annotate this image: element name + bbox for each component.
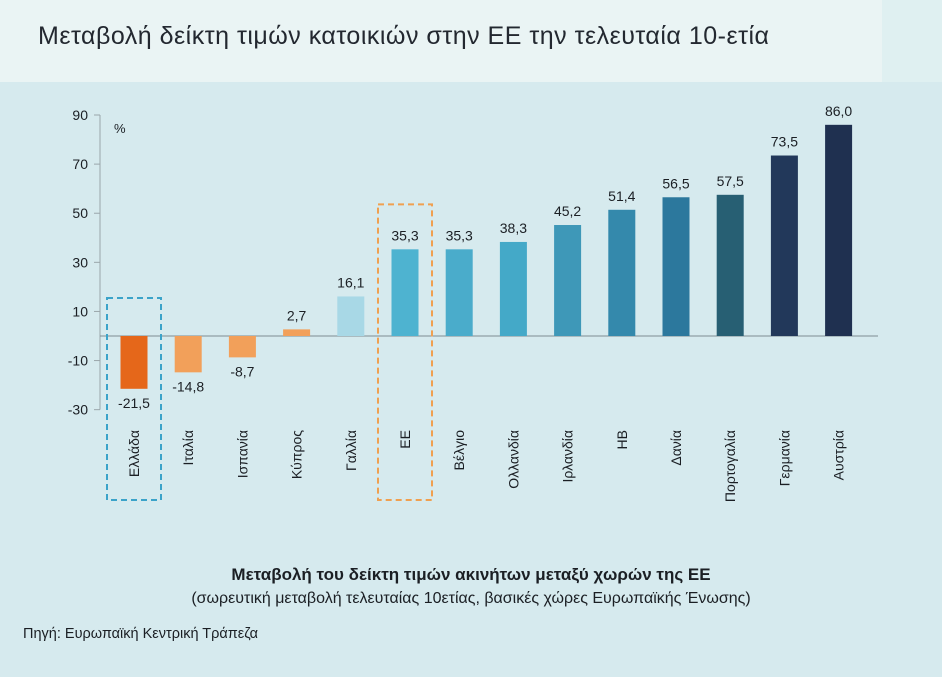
- category-label: Ισπανία: [234, 430, 250, 478]
- y-tick-label: -30: [68, 402, 88, 418]
- category-label: Ιρλανδία: [560, 430, 576, 482]
- source-note: Πηγή: Ευρωπαϊκή Κεντρική Τράπεζα: [23, 626, 259, 642]
- category-label: Δανία: [668, 430, 684, 466]
- bar-value-label: 57,5: [717, 173, 744, 189]
- bar-value-label: -14,8: [172, 378, 204, 394]
- highlight-box: [377, 203, 433, 502]
- header-decoration: [882, 0, 942, 82]
- category-label: Πορτογαλία: [722, 430, 738, 502]
- category-label: Γαλλία: [343, 430, 359, 471]
- bar-value-label: 51,4: [608, 188, 635, 204]
- bar: [391, 249, 419, 336]
- category-label: ΗΒ: [614, 430, 630, 449]
- bar-value-label: 56,5: [662, 175, 689, 191]
- bar: [120, 336, 148, 389]
- bar: [174, 336, 202, 373]
- category-label: Γερμανία: [776, 430, 792, 486]
- category-label: Ιταλία: [180, 430, 196, 466]
- bar-value-label: 16,1: [337, 274, 364, 290]
- bar: [337, 296, 365, 336]
- y-tick-label: 30: [72, 254, 88, 270]
- bar-chart: 90 70 50 30 10 -10 -30% -21,5 Ελλάδα -14,8 Ιταλία -…: [68, 103, 878, 502]
- bar-value-label: 35,3: [446, 227, 473, 243]
- chart-subtitle: (σωρευτική μεταβολή τελευταίας 10ετίας, …: [191, 590, 751, 607]
- y-tick-label: 70: [72, 156, 88, 172]
- category-label: Ελλάδα: [126, 430, 142, 477]
- chart-title: Μεταβολή του δείκτη τιμών ακινήτων μεταξ…: [231, 565, 711, 584]
- y-tick-label: 10: [72, 303, 88, 319]
- category-label: ΕΕ: [397, 430, 413, 449]
- bar-value-label: 2,7: [287, 307, 307, 323]
- bar-value-label: -21,5: [118, 395, 150, 411]
- bar: [608, 209, 636, 336]
- bar-value-label: 73,5: [771, 134, 798, 150]
- bar-value-label: 86,0: [825, 103, 852, 119]
- bar: [825, 124, 853, 336]
- bar: [662, 197, 690, 336]
- bar: [554, 225, 582, 336]
- bar: [283, 329, 311, 336]
- category-label: Ολλανδία: [505, 430, 521, 489]
- bar-value-label: 35,3: [391, 227, 418, 243]
- y-tick-label: 90: [72, 107, 88, 123]
- category-label: Αυστρία: [831, 430, 847, 480]
- header-banner: Μεταβολή δείκτη τιμών κατοικιών στην ΕΕ …: [0, 0, 942, 82]
- category-label: Βέλγιο: [451, 430, 467, 471]
- bar: [770, 155, 798, 336]
- bar: [716, 194, 744, 336]
- y-tick-label: -10: [68, 353, 88, 369]
- bar: [499, 241, 527, 336]
- highlight-box: [106, 297, 162, 501]
- bar-value-label: 45,2: [554, 203, 581, 219]
- bar: [445, 249, 473, 336]
- bar-value-label: -8,7: [230, 363, 254, 379]
- bar-value-label: 38,3: [500, 220, 527, 236]
- bar: [228, 336, 256, 358]
- y-tick-label: 50: [72, 205, 88, 221]
- page-title: Μεταβολή δείκτη τιμών κατοικιών στην ΕΕ …: [38, 22, 770, 50]
- category-label: Κύπρος: [289, 430, 305, 479]
- y-unit-label: %: [114, 121, 126, 136]
